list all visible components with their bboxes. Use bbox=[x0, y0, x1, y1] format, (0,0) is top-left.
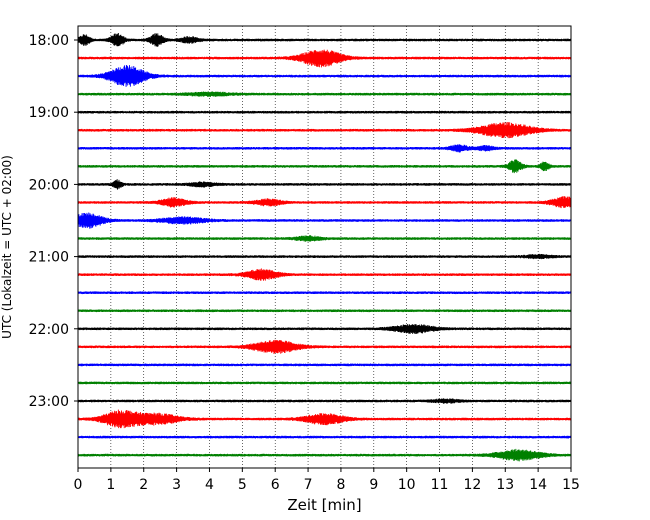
x-axis-label: Zeit [min] bbox=[287, 496, 361, 514]
trace-2000 bbox=[77, 179, 572, 190]
trace-1900 bbox=[77, 110, 572, 114]
trace-2100 bbox=[77, 253, 572, 260]
x-tick-label: 2 bbox=[139, 477, 148, 493]
trace-1815 bbox=[77, 49, 572, 68]
x-tick-label: 3 bbox=[172, 477, 181, 493]
x-tick-label: 14 bbox=[529, 477, 547, 493]
trace-2300 bbox=[77, 398, 572, 404]
trace-2230 bbox=[77, 363, 572, 367]
y-tick-label: 21:00 bbox=[29, 250, 69, 266]
x-tick-label: 15 bbox=[562, 477, 580, 493]
trace-1915 bbox=[77, 122, 572, 139]
plot-frame bbox=[77, 25, 572, 469]
trace-2045 bbox=[77, 235, 572, 242]
trace-2315 bbox=[77, 409, 572, 429]
x-tick-label: 10 bbox=[398, 477, 416, 493]
trace-2215 bbox=[77, 339, 572, 355]
x-tick-label: 13 bbox=[496, 477, 514, 493]
y-tick-label: 20:00 bbox=[29, 177, 69, 193]
x-tick-label: 11 bbox=[431, 477, 449, 493]
trace-1930 bbox=[77, 144, 572, 153]
trace-2145 bbox=[77, 309, 572, 313]
trace-2030 bbox=[77, 212, 572, 229]
trace-2345 bbox=[77, 448, 572, 462]
x-tick-label: 4 bbox=[205, 477, 214, 493]
trace-2015 bbox=[77, 196, 572, 209]
x-tick-label: 8 bbox=[336, 477, 345, 493]
y-axis-label: UTC (Lokalzeit = UTC + 02:00) bbox=[0, 155, 14, 339]
x-tick-label: 12 bbox=[463, 477, 481, 493]
x-tick-label: 5 bbox=[238, 477, 247, 493]
y-tick-label: 22:00 bbox=[29, 322, 69, 338]
y-tick-label: 19:00 bbox=[29, 105, 69, 121]
trace-1945 bbox=[77, 159, 572, 174]
plot-background bbox=[78, 26, 571, 468]
trace-2115 bbox=[77, 268, 572, 281]
x-tick-label: 1 bbox=[106, 477, 115, 493]
traces bbox=[77, 33, 572, 462]
trace-1800 bbox=[77, 33, 572, 47]
x-tick-label: 0 bbox=[74, 477, 83, 493]
trace-2200 bbox=[77, 324, 572, 335]
y-axis-ticks: 18:00 19:00 20:00 21:00 22:00 23:00 bbox=[29, 33, 78, 410]
x-tick-label: 9 bbox=[369, 477, 378, 493]
trace-2130 bbox=[77, 291, 572, 295]
x-axis-ticks: 0 1 2 3 4 5 6 7 8 9 10 11 12 13 14 15 bbox=[74, 468, 580, 493]
trace-1845 bbox=[77, 91, 572, 97]
y-tick-label: 23:00 bbox=[29, 394, 69, 410]
y-tick-label: 18:00 bbox=[29, 33, 69, 49]
trace-1830 bbox=[77, 64, 572, 87]
x-tick-label: 7 bbox=[304, 477, 313, 493]
x-tick-label: 6 bbox=[271, 477, 280, 493]
trace-2330 bbox=[77, 435, 572, 439]
trace-2245 bbox=[77, 381, 572, 385]
